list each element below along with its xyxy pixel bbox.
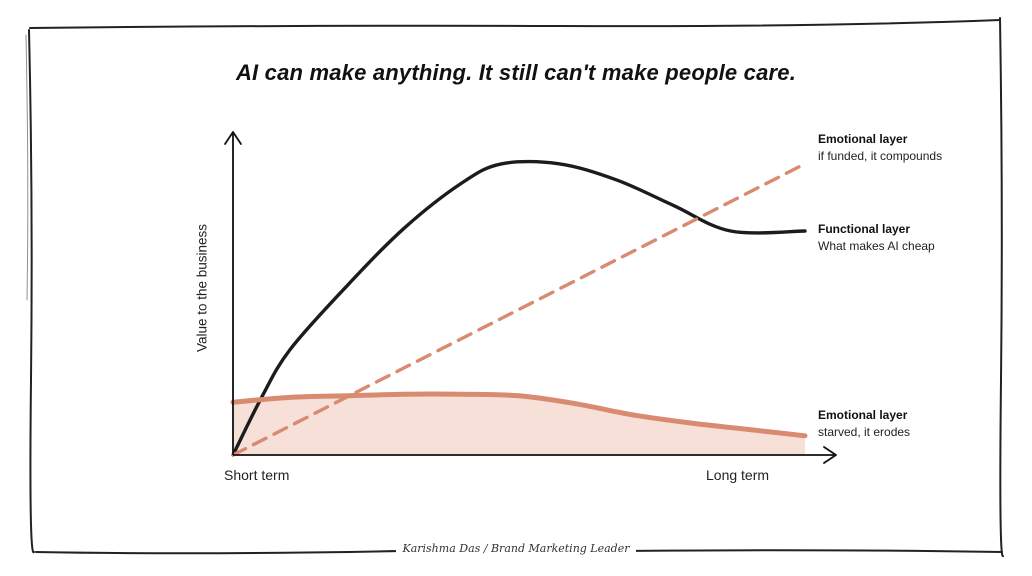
author-signature: Karishma Das / Brand Marketing Leader	[0, 542, 1032, 555]
author-signature-text: Karishma Das / Brand Marketing Leader	[396, 542, 636, 555]
y-axis-arrowhead	[224, 131, 242, 145]
label-emotional-compounding-sub: if funded, it compounds	[818, 149, 943, 163]
emotional-compounding-line	[231, 162, 807, 457]
y-axis-label: Value to the business	[194, 223, 210, 353]
emotional-eroding-line	[230, 391, 808, 439]
label-emotional-eroding: Emotional layer starved, it erodes	[818, 407, 910, 441]
label-emotional-compounding: Emotional layer if funded, it compounds	[818, 131, 942, 165]
label-functional: Functional layer What makes AI cheap	[818, 221, 935, 255]
label-functional-title: Functional layer	[818, 222, 911, 236]
label-functional-sub: What makes AI cheap	[818, 239, 935, 253]
frame-bottom	[35, 549, 1003, 555]
x-tick-short-term: Short term	[224, 467, 290, 483]
frame-top	[29, 19, 1001, 29]
chart-title: AI can make anything. It still can't mak…	[235, 60, 797, 85]
label-emotional-compounding-title: Emotional layer	[818, 132, 908, 146]
frame-left-echo	[25, 34, 29, 301]
frame-left	[28, 29, 35, 554]
x-axis-arrowhead	[823, 446, 837, 464]
label-emotional-eroding-sub: starved, it erodes	[818, 425, 911, 439]
eroding-shade-area	[233, 393, 805, 455]
label-emotional-eroding-title: Emotional layer	[818, 408, 908, 422]
functional-layer-line	[231, 159, 807, 457]
frame-right	[999, 17, 1004, 558]
x-tick-long-term: Long term	[706, 467, 770, 483]
chart-area	[224, 131, 837, 464]
